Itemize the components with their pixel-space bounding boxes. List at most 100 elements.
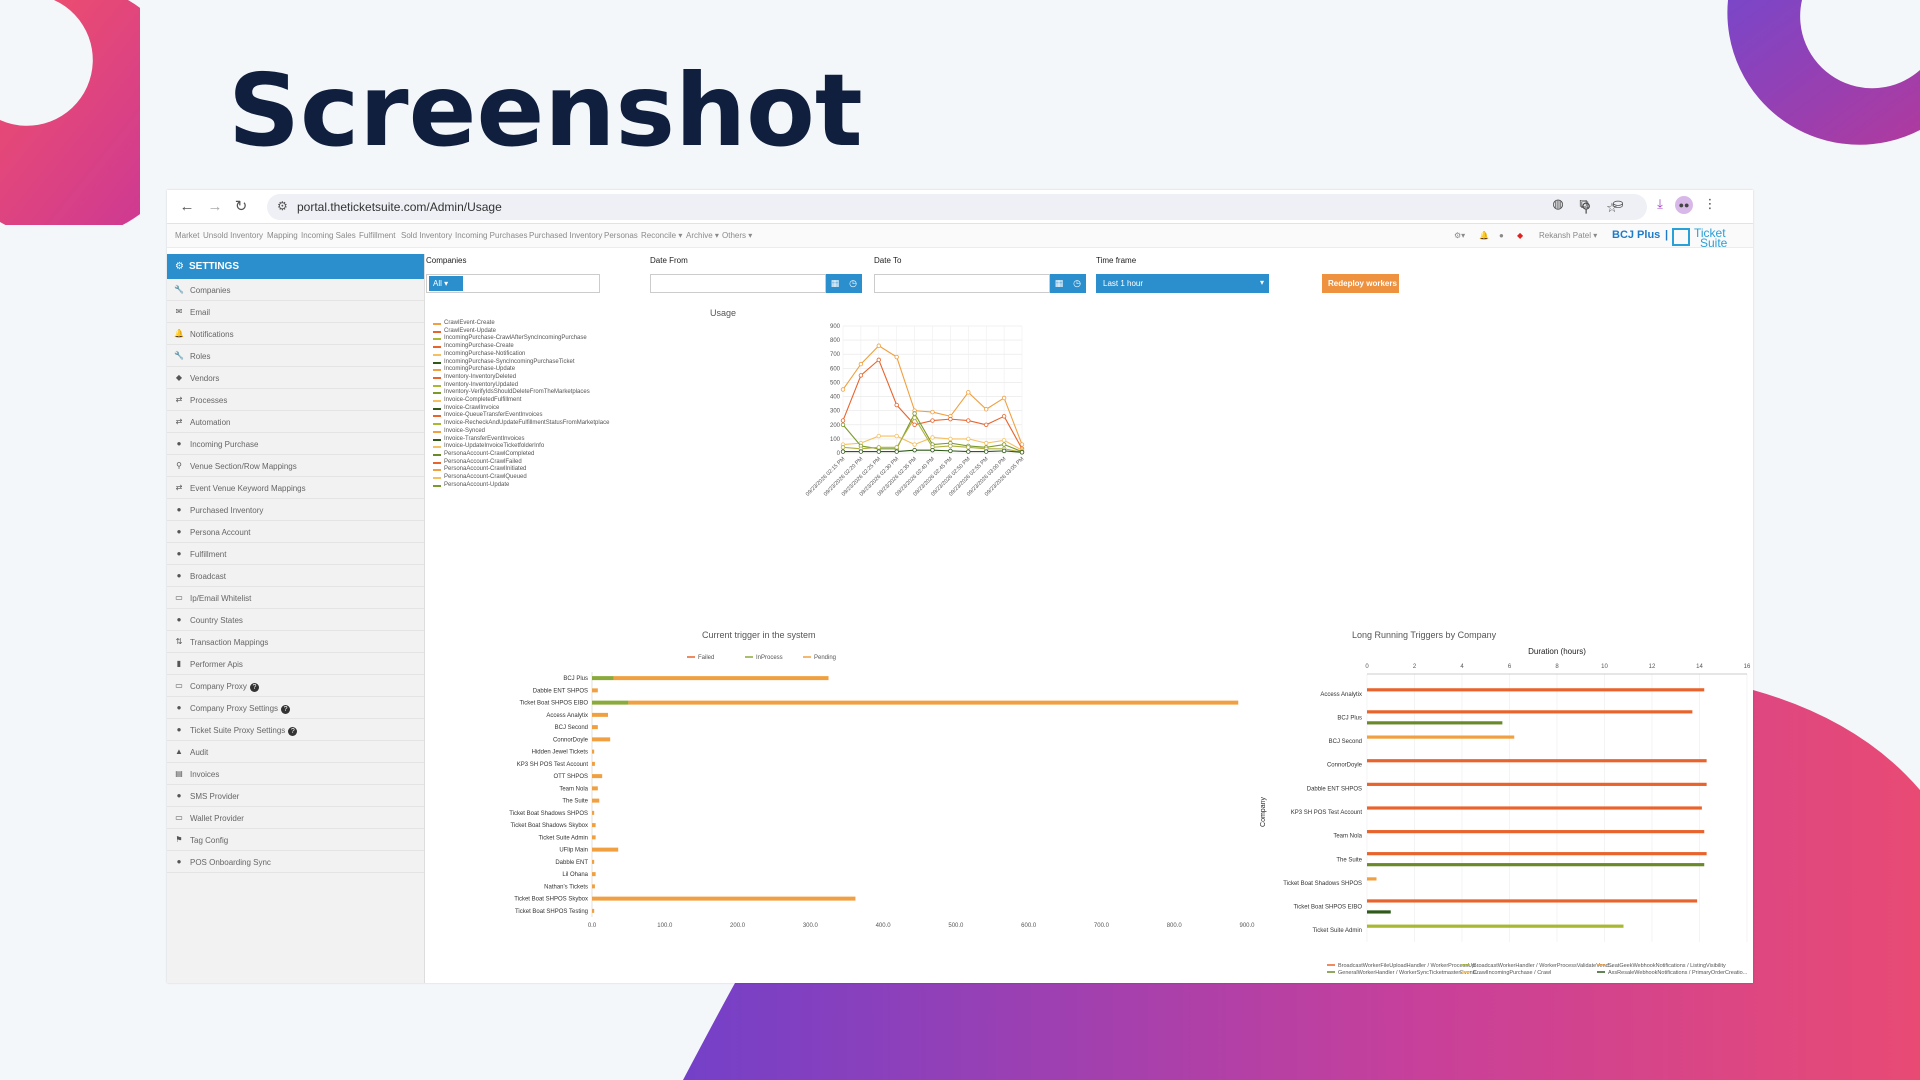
sidebar-item-invoices[interactable]: ▤ Invoices	[167, 763, 424, 785]
timeframe-select[interactable]: Last 1 hour ▾	[1096, 274, 1269, 293]
date-from-clock-icon[interactable]: ◷	[844, 274, 862, 293]
help-question-icon[interactable]: ?	[288, 727, 298, 736]
sidebar-item-transaction-mappings[interactable]: ⇅ Transaction Mappings	[167, 631, 424, 653]
sidebar-item-companies[interactable]: 🔧 Companies	[167, 279, 424, 301]
trigger-category-label: OTT SHPOS	[553, 774, 588, 780]
nav-others[interactable]: Others ▾	[722, 231, 753, 240]
usage-legend-item[interactable]: PersonaAccount-CrawlQueued	[433, 474, 609, 482]
extension-globe-icon[interactable]: ◍	[1552, 196, 1564, 211]
settings-gear-icon[interactable]: ⚙▾	[1454, 231, 1466, 240]
sidebar-item-purchased-inventory[interactable]: ● Purchased Inventory	[167, 499, 424, 521]
usage-legend-item[interactable]: Invoice-TransferEventInvoices	[433, 436, 609, 444]
bookmark-star-icon[interactable]: ☆	[1606, 200, 1618, 215]
sidebar-item-processes[interactable]: ⇄ Processes	[167, 389, 424, 411]
bell-icon[interactable]: 🔔	[1479, 231, 1489, 240]
sidebar-item-company-proxy[interactable]: ▭ Company Proxy?	[167, 675, 424, 697]
legend-swatch	[433, 438, 441, 441]
usage-legend-item[interactable]: Invoice-Synced	[433, 428, 609, 436]
sidebar-item-incoming-purchase[interactable]: ● Incoming Purchase	[167, 433, 424, 455]
sidebar-item-ticket-suite-proxy-settings[interactable]: ● Ticket Suite Proxy Settings?	[167, 719, 424, 741]
sidebar-item-email[interactable]: ✉ Email	[167, 301, 424, 323]
profile-avatar[interactable]: ●●	[1675, 196, 1693, 214]
usage-legend-item[interactable]: Inventory-InventoryDeleted	[433, 374, 609, 382]
sidebar-item-automation[interactable]: ⇄ Automation	[167, 411, 424, 433]
companies-filter[interactable]	[426, 274, 600, 293]
sidebar-item-audit[interactable]: ▲ Audit	[167, 741, 424, 763]
usage-legend-item[interactable]: CrawlEvent-Create	[433, 320, 609, 328]
usage-legend-item[interactable]: Invoice-CrawlInvoice	[433, 405, 609, 413]
zoom-icon[interactable]: ⚲	[1581, 200, 1591, 215]
usage-y-tick-label: 700	[830, 352, 841, 358]
sidebar-item-broadcast[interactable]: ● Broadcast	[167, 565, 424, 587]
date-to-calendar-icon[interactable]: ▦	[1050, 274, 1068, 293]
sidebar-item-performer-apis[interactable]: ▮ Performer Apis	[167, 653, 424, 675]
usage-legend-item[interactable]: Invoice-UpdateInvoiceTicketfolderInfo	[433, 443, 609, 451]
usage-legend-item[interactable]: IncomingPurchase-Notification	[433, 351, 609, 359]
usage-legend-item[interactable]: CrawlEvent-Update	[433, 328, 609, 336]
usage-legend-item[interactable]: PersonaAccount-CrawlInitiated	[433, 466, 609, 474]
date-to-input[interactable]	[874, 274, 1050, 293]
nav-reconcile[interactable]: Reconcile ▾	[641, 231, 683, 240]
help-question-icon[interactable]: ?	[281, 705, 291, 714]
back-icon[interactable]: ←	[179, 198, 195, 215]
nav-personas[interactable]: Personas	[604, 231, 638, 240]
nav-incoming-purchases[interactable]: Incoming Purchases	[455, 231, 528, 240]
help-question-icon[interactable]: ?	[249, 683, 259, 692]
usage-legend-item[interactable]: Inventory-VerifyIdsShouldDeleteFromTheMa…	[433, 389, 609, 397]
nav-sold-inventory[interactable]: Sold Inventory	[401, 231, 453, 240]
companies-all-dropdown[interactable]: All ▾	[429, 276, 463, 291]
sidebar-item-country-states[interactable]: ● Country States	[167, 609, 424, 631]
redeploy-workers-button[interactable]: Redeploy workers	[1322, 274, 1399, 293]
usage-legend-item[interactable]: Invoice-RecheckAndUpdateFulfillmentStatu…	[433, 420, 609, 428]
forward-icon[interactable]: →	[207, 198, 223, 215]
sidebar-item-notifications[interactable]: 🔔 Notifications	[167, 323, 424, 345]
sidebar-item-event-venue-keyword-mappings[interactable]: ⇄ Event Venue Keyword Mappings	[167, 477, 424, 499]
sidebar-item-tag-config[interactable]: ⚑ Tag Config	[167, 829, 424, 851]
usage-legend-item[interactable]: IncomingPurchase-Update	[433, 366, 609, 374]
sidebar-item-vendors[interactable]: ◆ Vendors	[167, 367, 424, 389]
usage-legend-item[interactable]: IncomingPurchase-CrawlAfterSyncIncomingP…	[433, 335, 609, 343]
nav-purchased-inventory[interactable]: Purchased Inventory	[529, 231, 603, 240]
usage-legend-item[interactable]: PersonaAccount-CrawlFailed	[433, 459, 609, 467]
usage-y-tick-label: 100	[830, 437, 841, 443]
sidebar-item-icon: ●	[176, 505, 182, 514]
sidebar-item-pos-onboarding-sync[interactable]: ● POS Onboarding Sync	[167, 851, 424, 873]
nav-market[interactable]: Market	[175, 231, 200, 240]
nav-fulfillment[interactable]: Fulfillment	[359, 231, 396, 240]
site-info-icon[interactable]: ⚙	[277, 199, 288, 213]
user-name[interactable]: Rekansh Patel ▾	[1539, 231, 1598, 240]
sidebar-item-ip-email-whitelist[interactable]: ▭ Ip/Email Whitelist	[167, 587, 424, 609]
date-from-input[interactable]	[650, 274, 826, 293]
usage-legend-item[interactable]: IncomingPurchase-SyncIncomingPurchaseTic…	[433, 359, 609, 367]
usage-legend-item[interactable]: Inventory-InventoryUpdated	[433, 382, 609, 390]
sidebar-item-company-proxy-settings[interactable]: ● Company Proxy Settings?	[167, 697, 424, 719]
settings-header[interactable]: ⚙ SETTINGS	[167, 254, 424, 279]
reload-icon[interactable]: ↻	[234, 198, 248, 215]
usage-legend-item[interactable]: PersonaAccount-Update	[433, 482, 609, 490]
sidebar-item-sms-provider[interactable]: ● SMS Provider	[167, 785, 424, 807]
usage-legend-item[interactable]: Invoice-QueueTransferEventInvoices	[433, 412, 609, 420]
sidebar-item-venue-section-row-mappings[interactable]: ⚲ Venue Section/Row Mappings	[167, 455, 424, 477]
date-from-calendar-icon[interactable]: ▦	[826, 274, 844, 293]
nav-mapping[interactable]: Mapping	[267, 231, 298, 240]
extensions-puzzle-icon[interactable]: ⧉	[1579, 196, 1589, 211]
download-icon[interactable]: ⤓	[1657, 196, 1663, 211]
sidebar-item-roles[interactable]: 🔧 Roles	[167, 345, 424, 367]
menu-kebab-icon[interactable]: ⋮	[1703, 196, 1717, 211]
nav-incoming-sales[interactable]: Incoming Sales	[301, 231, 356, 240]
nav-archive[interactable]: Archive ▾	[686, 231, 719, 240]
nav-unsold-inventory[interactable]: Unsold Inventory	[203, 231, 264, 240]
help-icon[interactable]: ●	[1499, 231, 1504, 240]
usage-point	[876, 357, 881, 363]
usage-legend-item[interactable]: Invoice-CompletedFulfillment	[433, 397, 609, 405]
sidebar-item-wallet-provider[interactable]: ▭ Wallet Provider	[167, 807, 424, 829]
incognito-icon[interactable]: ⛀	[1612, 196, 1624, 211]
alert-icon[interactable]: ◆	[1517, 231, 1524, 240]
usage-legend-item[interactable]: IncomingPurchase-Create	[433, 343, 609, 351]
company-brand[interactable]: BCJ Plus	[1612, 229, 1661, 241]
date-to-clock-icon[interactable]: ◷	[1068, 274, 1086, 293]
address-bar[interactable]: ⚙ portal.theticketsuite.com/Admin/Usage …	[267, 194, 1647, 220]
sidebar-item-persona-account[interactable]: ● Persona Account	[167, 521, 424, 543]
usage-legend-item[interactable]: PersonaAccount-CrawlCompleted	[433, 451, 609, 459]
sidebar-item-fulfillment[interactable]: ● Fulfillment	[167, 543, 424, 565]
